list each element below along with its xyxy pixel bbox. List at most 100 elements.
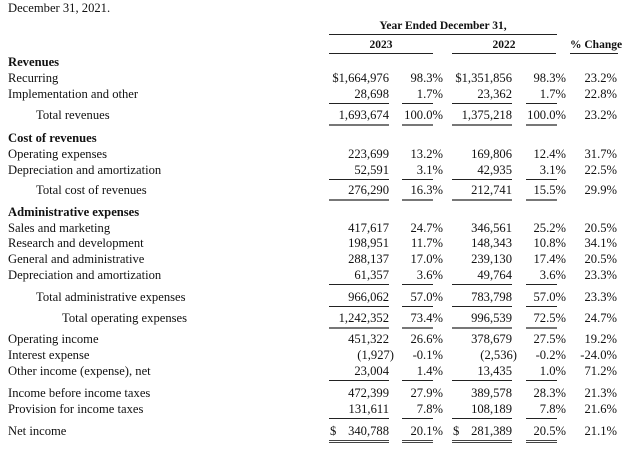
cell-pct-change: 22.8% xyxy=(584,87,617,101)
cell-amount-2022: $1,351,856 xyxy=(455,71,512,85)
underline-rule xyxy=(402,284,433,285)
underline-rule xyxy=(329,380,389,381)
cell-amount-2023: (1,927) xyxy=(357,348,394,362)
cell-amount-2022: 42,935 xyxy=(477,163,512,177)
cell-amount-2022: 49,764 xyxy=(477,268,512,282)
section-heading: Cost of revenues xyxy=(8,131,97,145)
cell-pct-2023: 24.7% xyxy=(410,221,443,235)
cell-amount-2022: 389,578 xyxy=(471,386,512,400)
underline-rule xyxy=(402,418,433,419)
cell-amount-2022: (2,536) xyxy=(480,348,517,362)
underline-rule xyxy=(402,179,433,180)
cell-pct-2022: 3.6% xyxy=(539,268,566,282)
underline-rule xyxy=(329,103,389,104)
cell-pct-2023: 7.8% xyxy=(416,402,443,416)
row-label: Total administrative expenses xyxy=(36,290,186,304)
cell-amount-2022: 346,561 xyxy=(471,221,512,235)
cell-amount-2023: 276,290 xyxy=(348,183,389,197)
underline-rule xyxy=(329,179,389,180)
cell-pct-2022: 7.8% xyxy=(539,402,566,416)
underline-rule xyxy=(402,103,433,104)
cell-amount-2022: 13,435 xyxy=(477,364,512,378)
cell-amount-2023: 288,137 xyxy=(348,252,389,266)
cell-pct-change: -24.0% xyxy=(580,348,617,362)
underline-rule xyxy=(402,199,433,201)
underline-rule xyxy=(526,380,557,381)
cell-pct-2022: 3.1% xyxy=(539,163,566,177)
row-label: Income before income taxes xyxy=(8,386,151,400)
cell-pct-2022: 27.5% xyxy=(533,332,566,346)
row-label: Research and development xyxy=(8,236,144,250)
cell-amount-2023: 52,591 xyxy=(354,163,389,177)
cell-pct-2023: 16.3% xyxy=(410,183,443,197)
underline-rule xyxy=(526,418,557,419)
underline-rule xyxy=(402,124,433,126)
cell-pct-change: 21.1% xyxy=(584,424,617,438)
underline-rule xyxy=(452,284,512,285)
underline-rule xyxy=(452,179,512,180)
underline-rule xyxy=(329,440,389,443)
cell-pct-2022: 15.5% xyxy=(533,183,566,197)
cell-pct-2023: 26.6% xyxy=(410,332,443,346)
underline-rule xyxy=(526,440,557,443)
cell-pct-2022: 28.3% xyxy=(533,386,566,400)
cell-pct-2023: 98.3% xyxy=(410,71,443,85)
cell-amount-2023: $1,664,976 xyxy=(332,71,389,85)
cell-pct-2023: 3.1% xyxy=(416,163,443,177)
underline-rule xyxy=(526,284,557,285)
row-label: Provision for income taxes xyxy=(8,402,144,416)
cell-amount-2023: 198,951 xyxy=(348,236,389,250)
cell-pct-2023: 3.6% xyxy=(416,268,443,282)
header-year-2023: 2023 xyxy=(369,39,393,51)
underline-rule xyxy=(329,306,389,307)
currency-symbol: $ xyxy=(453,424,460,438)
underline-rule xyxy=(526,306,557,307)
underline-rule xyxy=(526,124,557,126)
cell-amount-2023: 472,399 xyxy=(348,386,389,400)
cell-pct-2022: 98.3% xyxy=(533,71,566,85)
row-label: Depreciation and amortization xyxy=(8,163,162,177)
cell-amount-2022: 996,539 xyxy=(471,311,512,325)
row-label: Interest expense xyxy=(8,348,90,362)
cell-pct-2022: 25.2% xyxy=(533,221,566,235)
underline-rule xyxy=(329,199,389,201)
cell-amount-2023: 61,357 xyxy=(354,268,389,282)
cell-amount-2023: 451,322 xyxy=(348,332,389,346)
cell-pct-change: 29.9% xyxy=(584,183,617,197)
underline-rule xyxy=(329,284,389,285)
cell-pct-2022: 12.4% xyxy=(533,147,566,161)
header-year-2022: 2022 xyxy=(492,39,516,51)
cell-pct-change: 19.2% xyxy=(584,332,617,346)
cell-amount-2022: 212,741 xyxy=(471,183,512,197)
cell-amount-2022: 783,798 xyxy=(471,290,512,304)
cell-pct-change: 21.6% xyxy=(584,402,617,416)
cell-amount-2023: 23,004 xyxy=(354,364,389,378)
cell-amount-2022: 108,189 xyxy=(471,402,512,416)
underline-rule xyxy=(452,199,512,201)
row-label: Implementation and other xyxy=(8,87,139,101)
cell-pct-2023: 17.0% xyxy=(410,252,443,266)
header-rule xyxy=(329,53,433,54)
cell-pct-2023: 100.0% xyxy=(404,108,443,122)
cell-pct-change: 23.3% xyxy=(584,290,617,304)
section-heading: Revenues xyxy=(8,55,60,69)
row-label: Depreciation and amortization xyxy=(8,268,162,282)
row-label: Operating expenses xyxy=(8,147,107,161)
cell-pct-2023: 1.7% xyxy=(416,87,443,101)
cell-pct-2023: 20.1% xyxy=(410,424,443,438)
cell-pct-change: 23.2% xyxy=(584,108,617,122)
underline-rule xyxy=(452,124,512,126)
cell-pct-2023: 57.0% xyxy=(410,290,443,304)
underline-rule xyxy=(526,179,557,180)
cell-pct-2023: 13.2% xyxy=(410,147,443,161)
underline-rule xyxy=(452,440,512,443)
cell-pct-change: 71.2% xyxy=(584,364,617,378)
cell-pct-change: 21.3% xyxy=(584,386,617,400)
cell-pct-change: 23.3% xyxy=(584,268,617,282)
underline-rule xyxy=(402,440,433,443)
cell-amount-2022: 239,130 xyxy=(471,252,512,266)
row-label: Sales and marketing xyxy=(8,221,111,235)
cell-amount-2023: 340,788 xyxy=(348,424,389,438)
row-label: Total operating expenses xyxy=(62,311,188,325)
header-rule xyxy=(570,53,618,54)
